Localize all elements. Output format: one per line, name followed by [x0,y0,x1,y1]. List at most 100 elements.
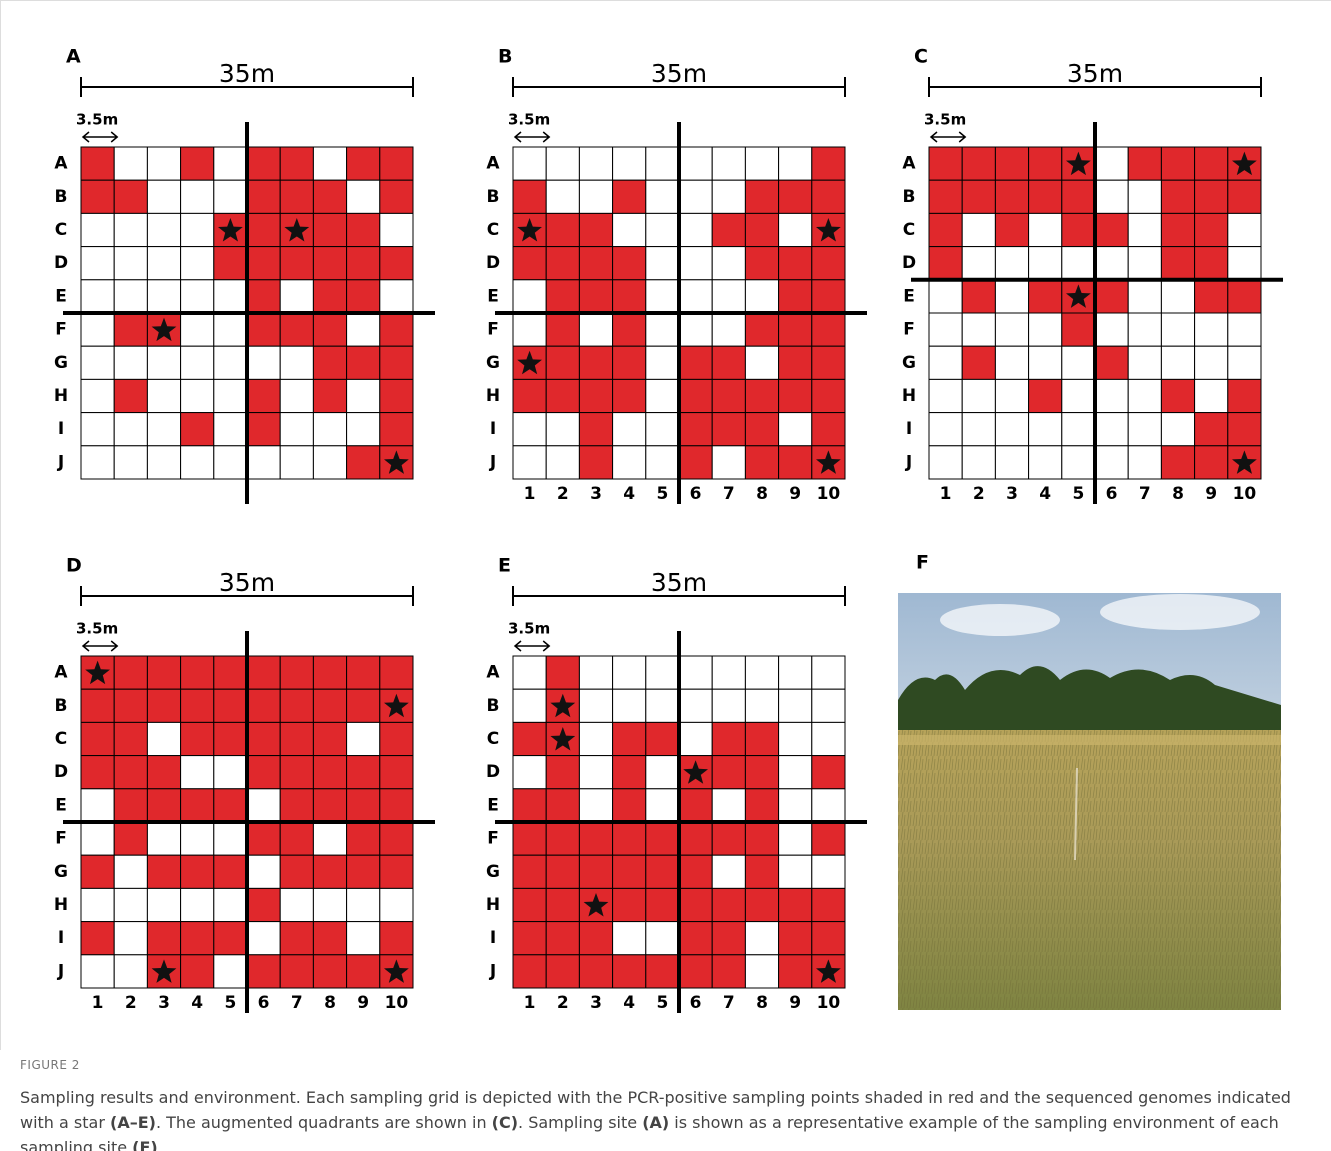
col-label: 10 [817,484,841,504]
grid-cell [546,446,579,479]
grid-cell [962,379,995,412]
grid-cell [114,789,147,822]
grid-cell [1095,379,1128,412]
col-label: 1 [524,484,536,504]
row-label: G [54,353,68,373]
grid-cell [81,180,114,213]
grid-cell [679,313,712,346]
grid-cell [181,722,214,755]
grid-cell [613,722,646,755]
grid-cell [712,213,745,246]
col-label: 8 [1172,484,1184,504]
col-label: 5 [224,993,236,1013]
grid-cell [1128,313,1161,346]
grid-cell [147,379,180,412]
row-label: C [55,729,67,749]
grid-cell [313,822,346,855]
grid-cell [513,922,546,955]
grid-cell [81,888,114,921]
grid-cell [280,346,313,379]
grid-cell [1128,280,1161,313]
grid-cell [579,822,612,855]
grid-cell [579,722,612,755]
grid-cell [812,888,845,921]
caption-part: (C) [492,1113,518,1132]
grid-cell [929,313,962,346]
grid-cell [1095,313,1128,346]
grid-cell [712,413,745,446]
grid-cell [646,180,679,213]
col-label: 4 [1039,484,1051,504]
row-label: D [54,762,68,782]
row-label: E [903,286,915,306]
grid-cell [579,855,612,888]
row-label: D [902,253,916,273]
grid-cell [1029,280,1062,313]
grid-cell [214,756,247,789]
grid-cell [1095,413,1128,446]
grid-cell [646,656,679,689]
grid-cell [546,247,579,280]
grid-cell [147,689,180,722]
grid-cell [1195,280,1228,313]
row-label: D [54,253,68,273]
grid-cell [214,379,247,412]
grid-cell [81,855,114,888]
grid-cell [1228,280,1261,313]
grid-cell [380,313,413,346]
row-label: C [487,220,499,240]
row-label: C [55,220,67,240]
grid-cell [1128,180,1161,213]
grid-cell [613,789,646,822]
grid-cell [313,346,346,379]
grid-cell [745,888,778,921]
grid-cell [579,346,612,379]
grid-cell [313,922,346,955]
col-label: 5 [1072,484,1084,504]
grid-cell [1062,247,1095,280]
row-label: J [489,452,496,472]
grid-cell [1161,280,1194,313]
grid-cell [247,789,280,822]
grid-cell [181,147,214,180]
grid-cell [613,247,646,280]
col-label: 3 [590,993,602,1013]
grid-cell [679,280,712,313]
grid-cell [1095,213,1128,246]
grid-cell [313,446,346,479]
col-label: 5 [656,993,668,1013]
grid-cell [247,756,280,789]
grid-cell [745,213,778,246]
grid-cell [929,346,962,379]
grid-cell [1161,147,1194,180]
scale-label: 35m [651,59,707,88]
grid-cell [313,955,346,988]
grid-cell [81,689,114,722]
grid-cell [214,247,247,280]
grid-cell [646,822,679,855]
grid-cell [247,922,280,955]
grid-cell [114,446,147,479]
grid-cell [214,722,247,755]
grid-cell [579,313,612,346]
grid-cell [546,379,579,412]
grid-cell [745,689,778,722]
cell-scale-label: 3.5m [508,620,550,638]
grid-cell [1195,180,1228,213]
grid-cell [579,789,612,822]
row-label: F [487,320,499,340]
grid-cell [147,822,180,855]
grid-cell [646,346,679,379]
caption-part: . The augmented quadrants are shown in [156,1113,492,1132]
grid-cell [679,955,712,988]
grid-cell [214,888,247,921]
row-label: C [487,729,499,749]
grid-cell [81,147,114,180]
panel-label: D [66,555,82,577]
grid-cell [347,756,380,789]
grid-cell [613,756,646,789]
grid-cell [646,722,679,755]
grid-cell [280,147,313,180]
grid-cell [347,689,380,722]
grid-cell [280,313,313,346]
